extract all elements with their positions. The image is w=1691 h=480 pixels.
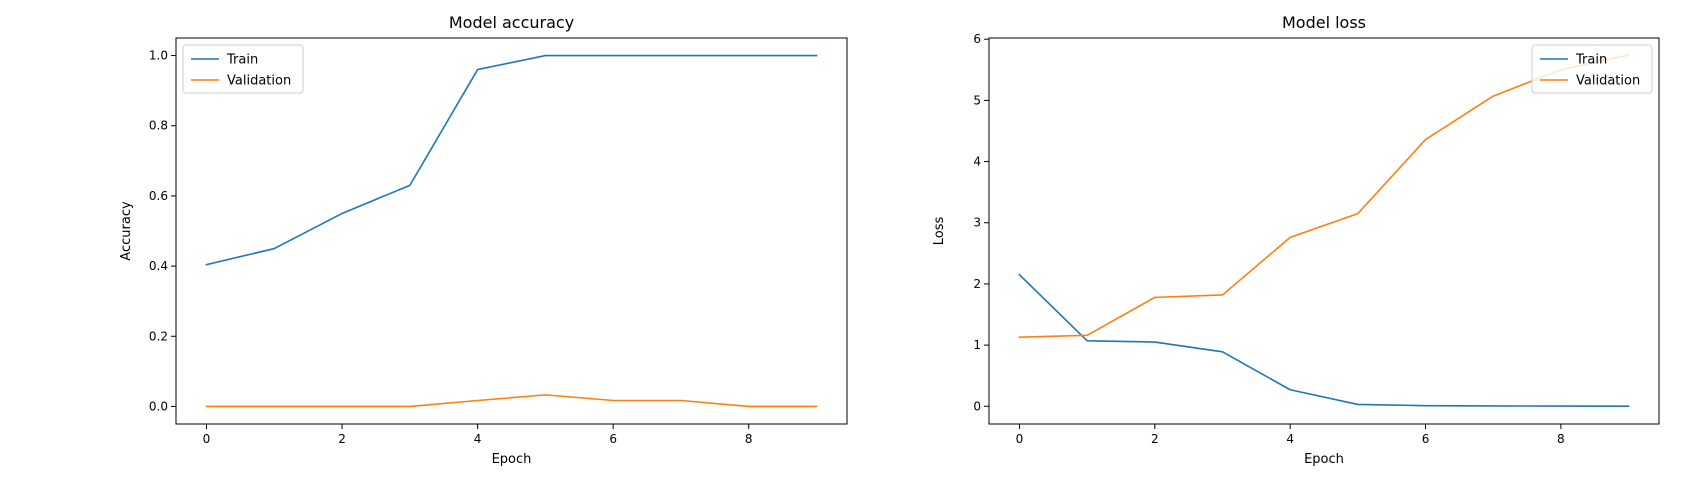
- accuracy-x-tick-label: 8: [745, 432, 753, 446]
- loss-x-tick-label: 2: [1151, 432, 1159, 446]
- accuracy-chart: Model accuracy 0 2 4 6 8 0.0 0.2 0.4 0.6 0.8 1.0 Epo…: [119, 13, 848, 467]
- loss-x-tick-label: 8: [1557, 432, 1565, 446]
- accuracy-chart-title: Model accuracy: [449, 13, 574, 32]
- accuracy-x-axis-label: Epoch: [492, 452, 532, 467]
- accuracy-legend-label-validation: Validation: [227, 74, 291, 89]
- accuracy-y-tick-label: 0.6: [149, 189, 168, 203]
- accuracy-x-tick-label: 6: [609, 432, 617, 446]
- accuracy-plot-frame: [175, 37, 848, 425]
- loss-x-tick-label: 6: [1422, 432, 1430, 446]
- accuracy-legend: Train Validation: [182, 44, 304, 94]
- accuracy-y-tick-label: 0.0: [149, 399, 168, 413]
- loss-x-tick-label: 0: [1016, 432, 1024, 446]
- loss-series-line-train: [1018, 273, 1630, 407]
- accuracy-series-line-validation: [205, 394, 818, 408]
- loss-legend-label-validation: Validation: [1576, 74, 1640, 89]
- loss-y-tick-label: 4: [973, 155, 981, 169]
- loss-chart-title: Model loss: [1282, 13, 1366, 32]
- accuracy-x-tick-label: 2: [338, 432, 346, 446]
- accuracy-y-tick-label: 0.2: [149, 329, 168, 343]
- loss-x-tick-label: 4: [1286, 432, 1294, 446]
- accuracy-y-tick-label: 1.0: [149, 49, 168, 63]
- loss-y-tick-label: 3: [973, 216, 981, 230]
- accuracy-legend-label-train: Train: [226, 53, 258, 68]
- loss-legend: Train Validation: [1531, 44, 1653, 94]
- loss-legend-label-train: Train: [1575, 53, 1607, 68]
- loss-y-axis-label: Loss: [932, 217, 947, 246]
- accuracy-legend-box: [182, 44, 304, 94]
- loss-y-tick-label: 0: [973, 399, 981, 413]
- loss-series-line-validation: [1018, 54, 1630, 338]
- loss-chart: Model loss 0 2 4 6 8 0 1 2 3 4 5 6 Epoch Loss Train Vali…: [932, 13, 1660, 467]
- loss-plot-frame: [988, 37, 1660, 425]
- loss-x-axis-label: Epoch: [1304, 452, 1344, 467]
- accuracy-y-tick-label: 0.8: [149, 119, 168, 133]
- accuracy-x-tick-label: 4: [474, 432, 482, 446]
- loss-y-tick-label: 6: [973, 32, 981, 46]
- loss-y-tick-label: 2: [973, 277, 981, 291]
- loss-y-tick-label: 5: [973, 93, 981, 107]
- accuracy-y-axis-label: Accuracy: [119, 201, 134, 261]
- accuracy-series-line-train: [205, 54, 818, 266]
- loss-legend-box: [1531, 44, 1653, 94]
- accuracy-y-tick-label: 0.4: [149, 259, 168, 273]
- loss-y-tick-label: 1: [973, 338, 981, 352]
- accuracy-x-tick-label: 0: [203, 432, 211, 446]
